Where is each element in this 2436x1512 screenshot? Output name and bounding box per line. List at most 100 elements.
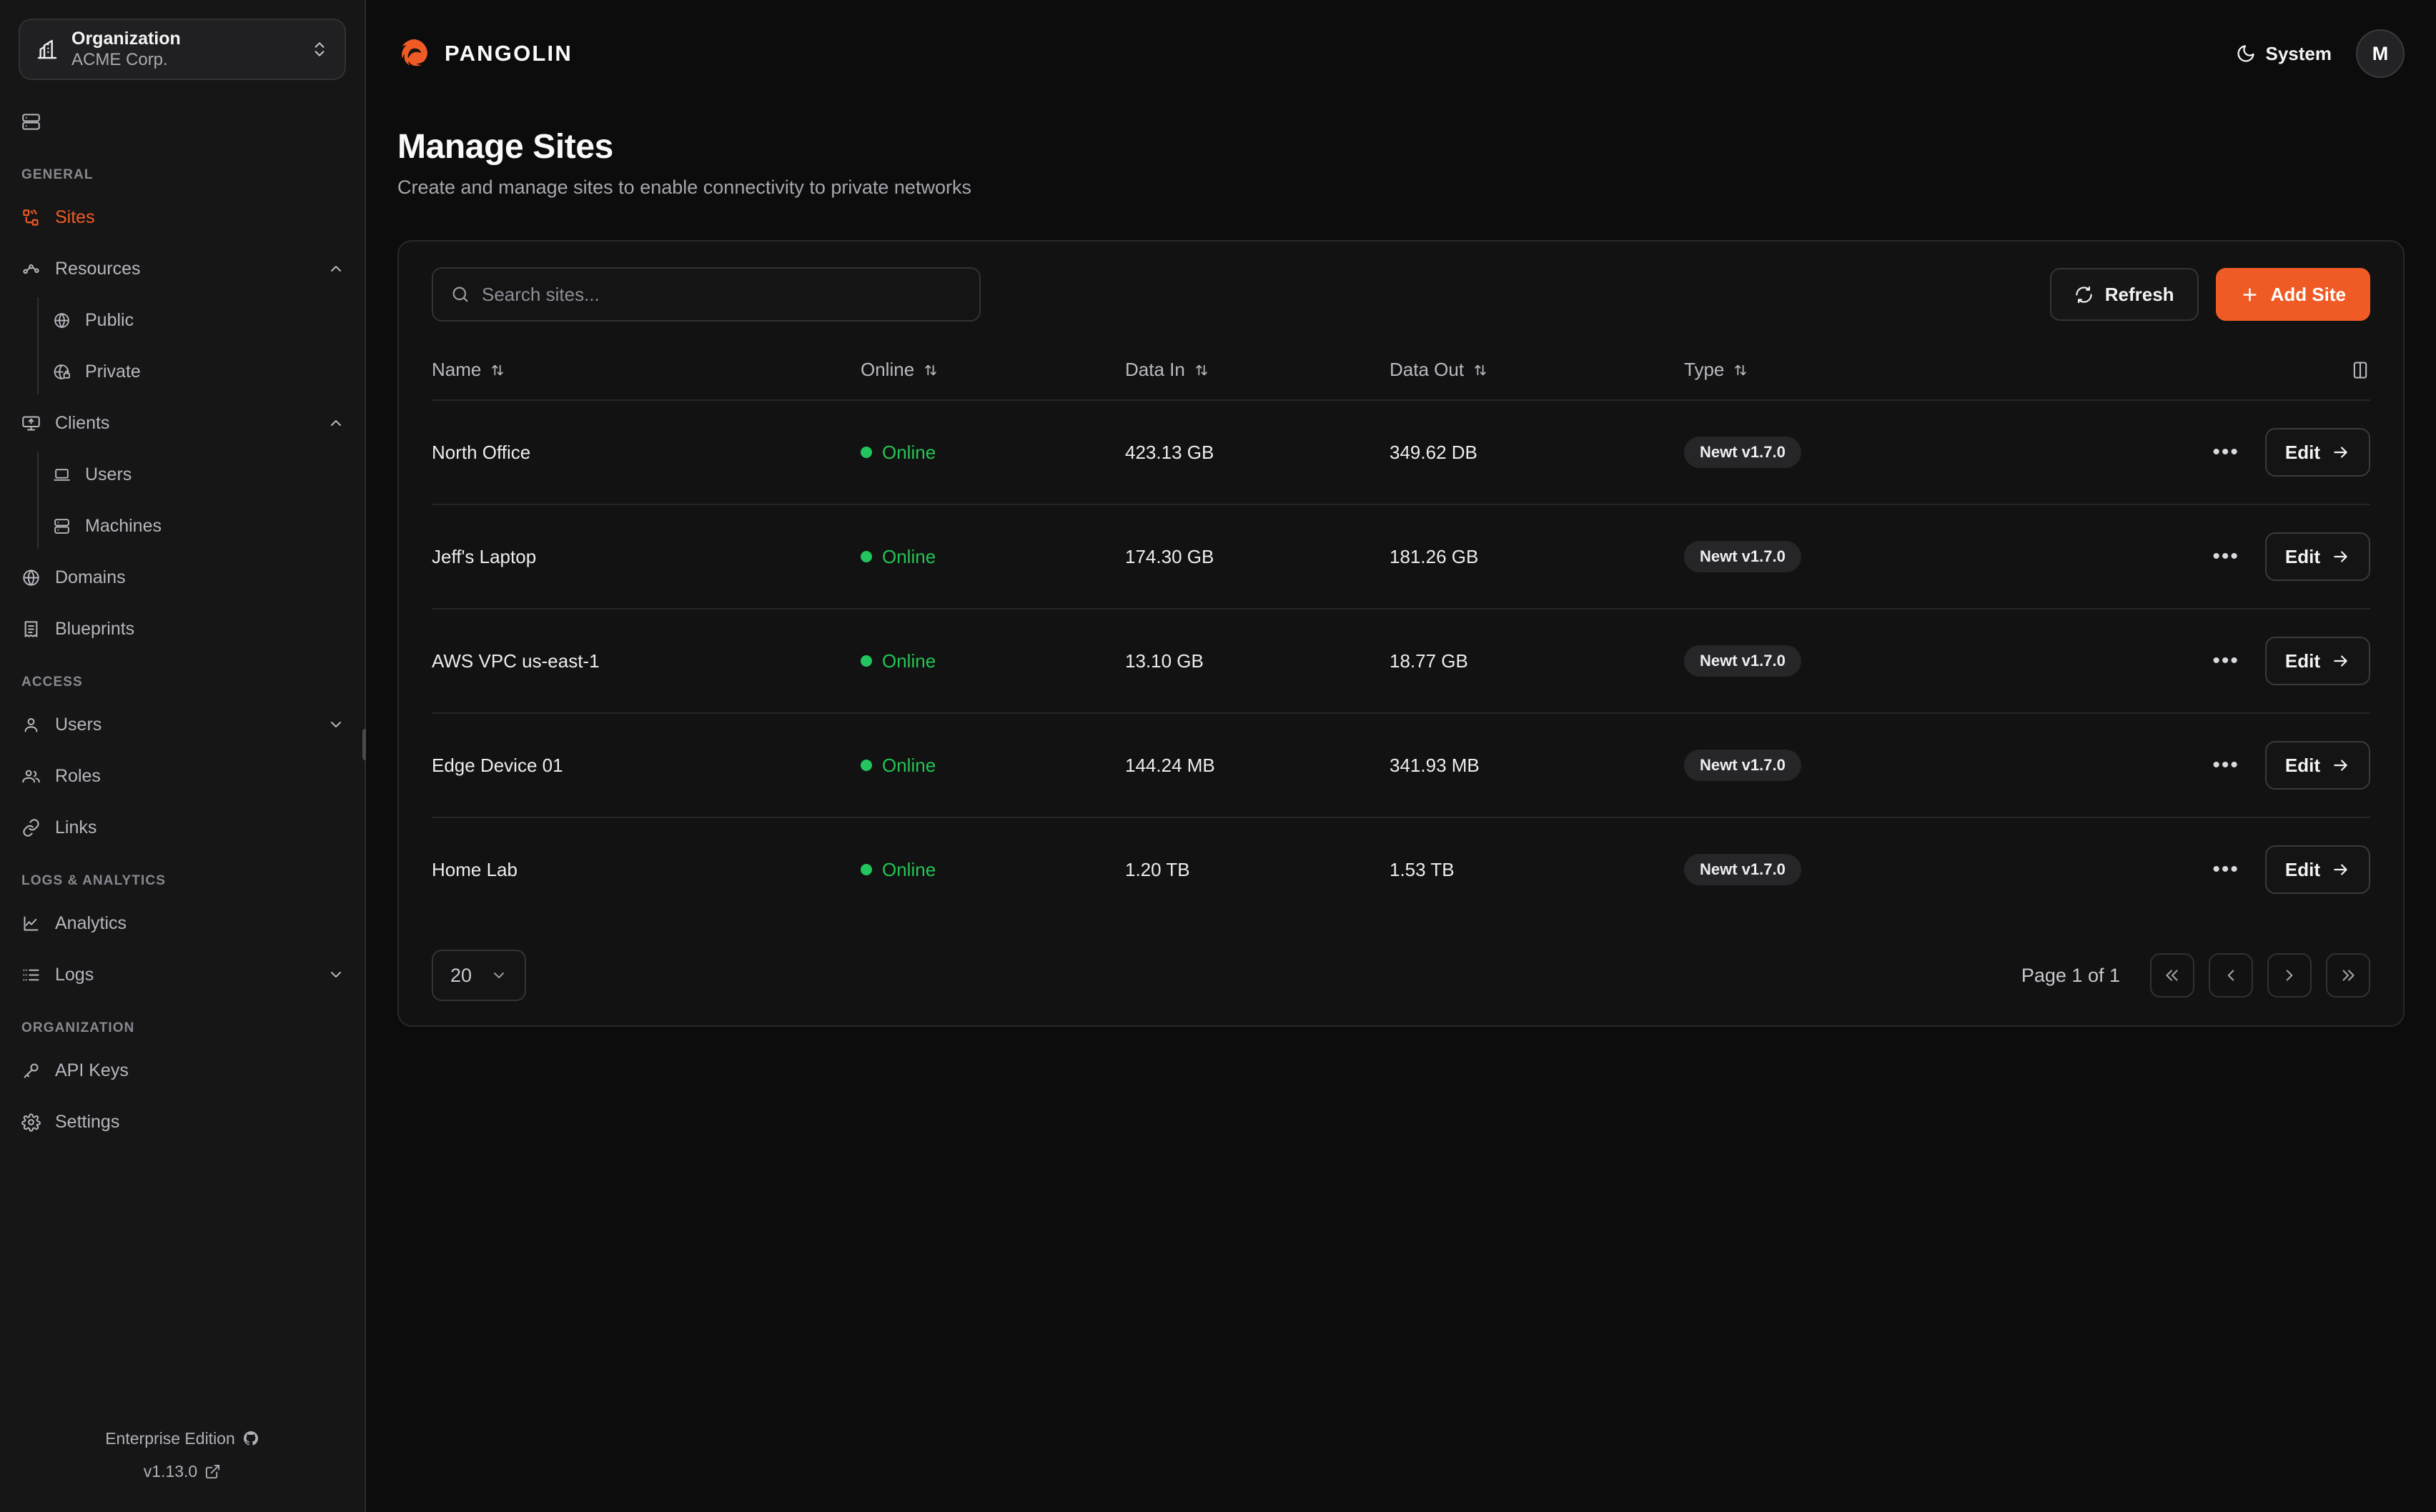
table-header-row: Name Online Data In Data Out xyxy=(432,346,2370,400)
column-header-actions xyxy=(2127,346,2370,400)
edit-button[interactable]: Edit xyxy=(2264,741,2370,790)
edit-label: Edit xyxy=(2284,545,2320,567)
sidebar-section-organization: ORGANIZATION xyxy=(21,1020,135,1035)
cell-name: Edge Device 01 xyxy=(432,712,861,817)
next-page-button[interactable] xyxy=(2267,953,2312,998)
cell-type: Newt v1.7.0 xyxy=(1684,504,2127,609)
add-site-button[interactable]: Add Site xyxy=(2215,268,2370,321)
type-badge: Newt v1.7.0 xyxy=(1684,750,1801,781)
sidebar-item-private[interactable]: Private xyxy=(0,346,365,397)
sidebar-item-label: Private xyxy=(85,361,141,382)
sidebar-item-roles[interactable]: Roles xyxy=(0,750,365,802)
table-row[interactable]: Home Lab Online 1.20 TB 1.53 TB Newt v1.… xyxy=(432,817,2370,921)
cell-actions: ••• Edit xyxy=(2127,817,2370,921)
column-label: Data Out xyxy=(1390,359,1465,380)
last-page-button[interactable] xyxy=(2326,953,2370,998)
sites-table: Name Online Data In Data Out xyxy=(432,346,2370,921)
row-menu-icon[interactable]: ••• xyxy=(2212,753,2239,777)
sidebar-item-analytics[interactable]: Analytics xyxy=(0,897,365,949)
sidebar-item-resources[interactable]: Resources xyxy=(0,243,365,294)
cell-online: Online xyxy=(861,608,1125,713)
resources-subgroup: Public Private xyxy=(0,294,365,397)
sidebar-item-label: Public xyxy=(85,309,134,330)
sidebar-item-users[interactable]: Users xyxy=(0,699,365,750)
column-header-data-in[interactable]: Data In xyxy=(1125,346,1390,400)
user-icon xyxy=(21,715,41,735)
column-header-type[interactable]: Type xyxy=(1684,346,2127,400)
sidebar-item-settings[interactable]: Settings xyxy=(0,1096,365,1148)
server-icon xyxy=(21,112,41,131)
moon-icon xyxy=(2236,44,2256,64)
cell-data-in: 423.13 GB xyxy=(1125,399,1390,504)
table-row[interactable]: AWS VPC us-east-1 Online 13.10 GB 18.77 … xyxy=(432,608,2370,713)
sidebar-item-domains[interactable]: Domains xyxy=(0,552,365,603)
table-row[interactable]: North Office Online 423.13 GB 349.62 DB … xyxy=(432,399,2370,504)
sidebar-item-sites[interactable]: Sites xyxy=(0,192,365,243)
sidebar-item-label: Links xyxy=(55,817,97,837)
edit-button[interactable]: Edit xyxy=(2264,532,2370,581)
cell-data-out: 341.93 MB xyxy=(1390,712,1684,817)
row-menu-icon[interactable]: ••• xyxy=(2212,857,2239,881)
sidebar-item-label: Machines xyxy=(85,515,162,536)
row-menu-icon[interactable]: ••• xyxy=(2212,544,2239,568)
chevron-up-icon[interactable] xyxy=(327,414,345,432)
prev-page-button[interactable] xyxy=(2209,953,2253,998)
edit-button[interactable]: Edit xyxy=(2264,428,2370,477)
sidebar-item-client-users[interactable]: Users xyxy=(0,449,365,500)
sidebar-item-api-keys[interactable]: API Keys xyxy=(0,1045,365,1096)
page-size-select[interactable]: 20 xyxy=(432,950,527,1001)
first-page-button[interactable] xyxy=(2150,953,2194,998)
sidebar-item-machines[interactable]: Machines xyxy=(0,500,365,552)
sidebar-resize-handle[interactable] xyxy=(362,729,368,760)
organization-switcher[interactable]: Organization ACME Corp. xyxy=(19,19,346,80)
row-menu-icon[interactable]: ••• xyxy=(2212,440,2239,464)
machines-icon xyxy=(53,517,71,535)
column-header-data-out[interactable]: Data Out xyxy=(1390,346,1684,400)
cell-actions: ••• Edit xyxy=(2127,504,2370,609)
cell-data-out: 1.53 TB xyxy=(1390,817,1684,921)
edit-button[interactable]: Edit xyxy=(2264,845,2370,894)
link-icon xyxy=(21,818,41,837)
search-sites-box[interactable] xyxy=(432,267,981,322)
sidebar-item-public[interactable]: Public xyxy=(0,294,365,346)
column-header-online[interactable]: Online xyxy=(861,346,1125,400)
edit-label: Edit xyxy=(2284,858,2320,880)
cell-data-in: 144.24 MB xyxy=(1125,712,1390,817)
avatar[interactable]: M xyxy=(2356,29,2405,78)
cell-data-out: 349.62 DB xyxy=(1390,399,1684,504)
chevron-down-icon[interactable] xyxy=(327,966,345,983)
column-visibility-icon[interactable] xyxy=(2350,360,2370,380)
cell-name: Home Lab xyxy=(432,817,861,921)
arrow-right-icon xyxy=(2332,547,2350,566)
gear-icon xyxy=(21,1113,41,1132)
edition-link[interactable]: Enterprise Edition xyxy=(0,1422,365,1455)
row-menu-icon[interactable]: ••• xyxy=(2212,649,2239,672)
sidebar-item-clients[interactable]: Clients xyxy=(0,397,365,449)
chevron-down-icon[interactable] xyxy=(327,716,345,733)
cell-actions: ••• Edit xyxy=(2127,712,2370,817)
sidebar-item-server-admin[interactable] xyxy=(0,96,365,147)
refresh-button[interactable]: Refresh xyxy=(2049,268,2199,321)
sidebar-item-blueprints[interactable]: Blueprints xyxy=(0,603,365,655)
arrow-right-icon xyxy=(2332,860,2350,879)
page-subtitle: Create and manage sites to enable connec… xyxy=(397,176,971,198)
cell-name: North Office xyxy=(432,399,861,504)
cell-name: AWS VPC us-east-1 xyxy=(432,608,861,713)
sort-icon xyxy=(923,362,939,378)
version-link[interactable]: v1.13.0 xyxy=(0,1455,365,1488)
chevron-up-icon[interactable] xyxy=(327,260,345,277)
cell-online: Online xyxy=(861,504,1125,609)
sidebar-item-logs[interactable]: Logs xyxy=(0,949,365,1000)
table-row[interactable]: Jeff's Laptop Online 174.30 GB 181.26 GB… xyxy=(432,504,2370,609)
sidebar: Organization ACME Corp. GENERAL xyxy=(0,0,368,1512)
brand-logo[interactable]: PANGOLIN xyxy=(397,36,573,71)
arrow-right-icon xyxy=(2332,652,2350,670)
edit-button[interactable]: Edit xyxy=(2264,637,2370,685)
column-label: Name xyxy=(432,359,482,380)
table-row[interactable]: Edge Device 01 Online 144.24 MB 341.93 M… xyxy=(432,712,2370,817)
search-input[interactable] xyxy=(482,283,962,306)
sidebar-item-links[interactable]: Links xyxy=(0,802,365,853)
column-label: Type xyxy=(1684,359,1725,380)
theme-toggle[interactable]: System xyxy=(2236,43,2332,65)
column-header-name[interactable]: Name xyxy=(432,346,861,400)
